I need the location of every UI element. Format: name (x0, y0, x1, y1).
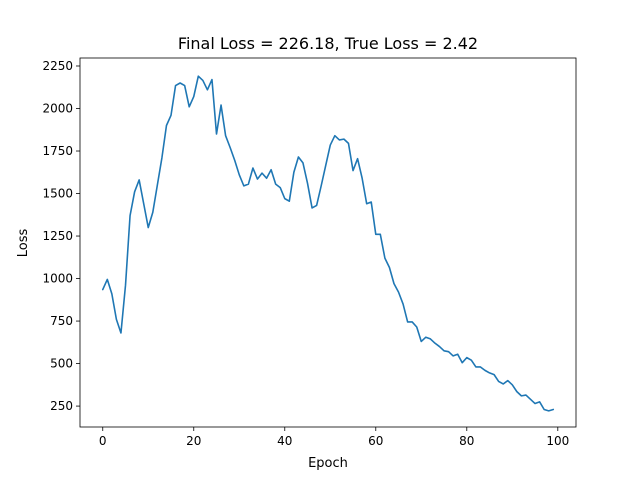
y-tick-label: 1750 (42, 144, 73, 158)
plot-frame (79, 57, 577, 428)
chart-title: Final Loss = 226.18, True Loss = 2.42 (178, 34, 478, 53)
y-tick-label: 1000 (42, 272, 73, 286)
y-tick-label: 750 (50, 314, 73, 328)
y-tick-label: 500 (50, 357, 73, 371)
y-tick-label: 1250 (42, 229, 73, 243)
y-tick-label: 250 (50, 399, 73, 413)
y-tick-label: 1500 (42, 187, 73, 201)
x-tick-label: 60 (368, 434, 383, 448)
y-tick-label: 2000 (42, 102, 73, 116)
y-axis-ticks: 250 500 750 1000 1250 1500 1750 2000 2250 (42, 59, 80, 413)
series-layer (101, 75, 555, 412)
x-tick-label: 80 (459, 434, 474, 448)
y-axis-label: Loss (16, 229, 31, 258)
y-tick-label: 2250 (42, 59, 73, 73)
loss-series-line (101, 75, 555, 412)
x-tick-label: 100 (546, 434, 569, 448)
x-tick-label: 40 (277, 434, 292, 448)
x-axis-ticks: 0 20 40 60 80 100 (99, 427, 569, 448)
plot-area (80, 58, 576, 427)
x-tick-label: 0 (99, 434, 107, 448)
x-tick-label: 20 (186, 434, 201, 448)
x-axis-label: Epoch (308, 456, 348, 471)
